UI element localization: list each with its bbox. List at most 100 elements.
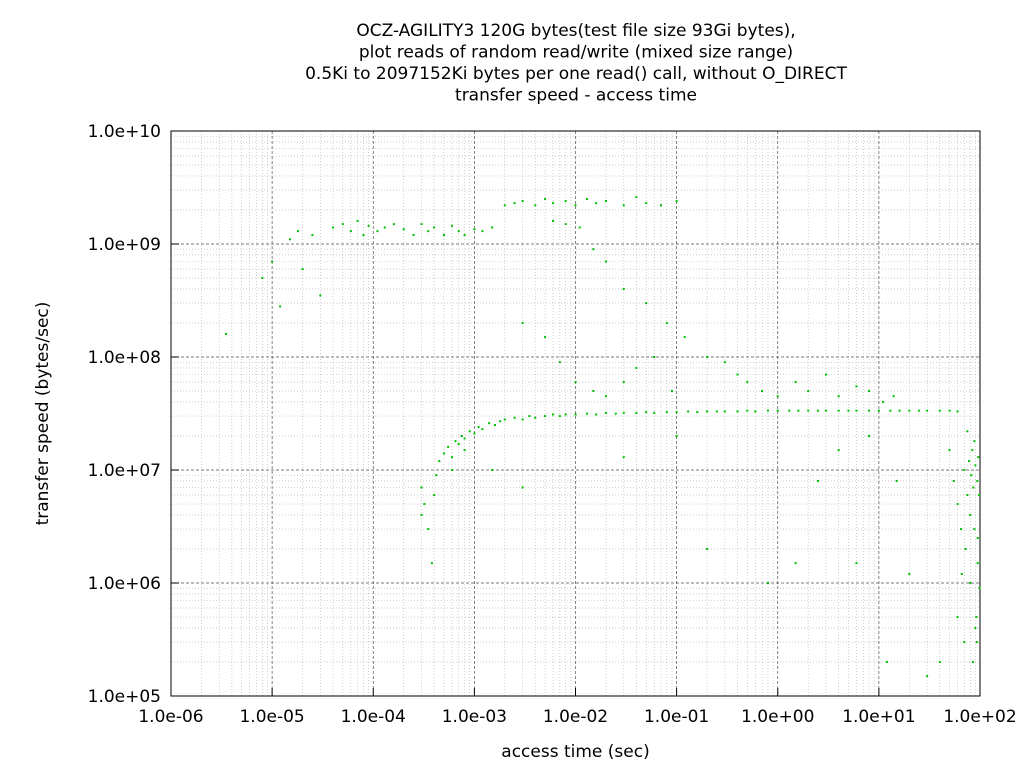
data-point (948, 449, 951, 452)
data-point (960, 528, 963, 531)
data-point (675, 411, 678, 414)
data-point (816, 409, 819, 412)
data-point (586, 412, 589, 415)
data-point (746, 409, 749, 412)
data-point (468, 430, 471, 433)
data-point (528, 415, 531, 418)
data-point (645, 411, 648, 414)
data-point (595, 413, 598, 416)
data-point (457, 230, 460, 233)
data-point (503, 418, 506, 421)
data-point (362, 234, 365, 237)
data-point (715, 410, 718, 413)
data-point (816, 479, 819, 482)
data-point (855, 385, 858, 388)
data-point (977, 456, 980, 459)
data-point (974, 464, 977, 467)
data-point (433, 226, 436, 229)
data-point (889, 409, 892, 412)
data-point (788, 409, 791, 412)
x-tick-label: 1.0e-02 (543, 707, 608, 727)
data-point (908, 573, 911, 576)
data-point (513, 416, 516, 419)
data-point (574, 204, 577, 207)
data-point (971, 449, 974, 452)
data-point (491, 226, 494, 229)
data-point (614, 412, 617, 415)
data-point (908, 409, 911, 412)
data-point (420, 223, 423, 226)
data-point (776, 409, 779, 412)
data-point (687, 410, 690, 413)
data-point (807, 409, 810, 412)
data-point (488, 422, 491, 425)
data-point (976, 479, 979, 482)
data-point (420, 513, 423, 516)
data-point (918, 409, 921, 412)
data-point (574, 413, 577, 416)
data-point (938, 660, 941, 663)
data-point (473, 228, 476, 231)
data-point (837, 449, 840, 452)
data-point (926, 409, 929, 412)
data-point (604, 200, 607, 203)
data-point (855, 562, 858, 565)
data-point (622, 456, 625, 459)
data-point (675, 434, 678, 437)
data-point (552, 219, 555, 222)
data-point (564, 223, 567, 226)
data-point (868, 434, 871, 437)
data-point (952, 479, 955, 482)
x-axis-label: access time (sec) (501, 742, 649, 762)
data-point (622, 411, 625, 414)
data-point (473, 432, 476, 435)
y-tick-label: 1.0e+08 (88, 348, 161, 368)
data-point (963, 469, 966, 471)
data-point (645, 302, 648, 305)
data-point (319, 294, 322, 297)
data-point (665, 411, 668, 414)
data-point (595, 202, 598, 205)
data-point (311, 234, 314, 237)
data-point (552, 202, 555, 205)
data-point (604, 260, 607, 263)
data-point (892, 395, 895, 398)
title-line: 0.5Ki to 2097152Ki bytes per one read() … (305, 64, 847, 84)
data-point (976, 562, 979, 565)
data-point (279, 305, 282, 308)
data-point (635, 196, 638, 199)
data-point (964, 547, 967, 550)
data-point (430, 562, 433, 565)
data-point (427, 230, 430, 233)
data-point (797, 409, 800, 412)
data-point (460, 434, 463, 437)
data-point (521, 321, 524, 324)
data-point (463, 437, 466, 440)
data-point (956, 503, 959, 506)
data-point (956, 616, 959, 619)
data-point (463, 234, 466, 237)
data-point (885, 660, 888, 663)
data-point (948, 409, 951, 412)
data-point (847, 409, 850, 412)
data-point (423, 503, 426, 506)
data-point (438, 460, 441, 463)
data-point (356, 219, 359, 222)
x-tick-label: 1.0e+00 (741, 707, 814, 727)
data-point (696, 411, 699, 414)
x-axis: 1.0e-06 1.0e-05 1.0e-04 1.0e-03 1.0e-02 1.0e-… (138, 688, 1017, 727)
data-point (877, 409, 880, 412)
x-tick-label: 1.0e+01 (842, 707, 915, 727)
data-point (898, 409, 901, 412)
data-point (552, 413, 555, 416)
data-point (491, 469, 494, 471)
data-point (349, 230, 352, 233)
data-point (966, 430, 969, 433)
data-point (301, 268, 304, 271)
data-point (332, 226, 335, 229)
y-axis: 1.0e+05 1.0e+06 1.0e+07 1.0e+08 1.0e+09 1.0e+… (88, 122, 179, 707)
title-line: plot reads of random read/write (mixed s… (359, 43, 793, 63)
data-point (776, 395, 779, 398)
data-point (966, 494, 969, 497)
